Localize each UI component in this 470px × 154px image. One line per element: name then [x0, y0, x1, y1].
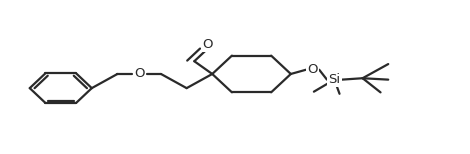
Text: Si: Si [329, 73, 340, 86]
Text: O: O [134, 67, 144, 81]
Text: O: O [202, 38, 212, 51]
Text: O: O [307, 63, 318, 76]
